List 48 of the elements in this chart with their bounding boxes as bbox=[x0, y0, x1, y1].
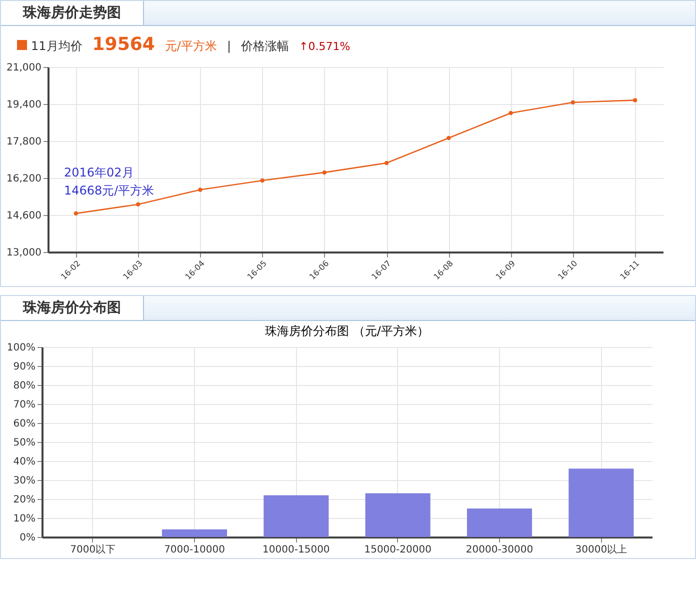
bar bbox=[264, 495, 329, 537]
y-tick-label: 80% bbox=[13, 380, 36, 392]
y-tick-label: 50% bbox=[13, 438, 36, 448]
point bbox=[384, 160, 389, 166]
point bbox=[632, 98, 638, 102]
y-tick-label: 14,600 bbox=[6, 210, 42, 222]
bar bbox=[466, 508, 532, 537]
text: 价格涨幅 bbox=[241, 39, 289, 53]
y-tick-label: 19,400 bbox=[6, 100, 42, 110]
y-tick-label: 30% bbox=[13, 476, 36, 486]
y-tick-label: 17,800 bbox=[6, 136, 42, 148]
bar bbox=[162, 529, 228, 537]
x-tick-label: 30000以上 bbox=[575, 544, 628, 556]
y-tick-label: 10% bbox=[13, 514, 36, 524]
y-tick-label: 0% bbox=[20, 532, 36, 544]
point bbox=[260, 178, 264, 183]
point bbox=[570, 100, 576, 104]
point bbox=[136, 202, 140, 206]
x-tick-label: 7000-10000 bbox=[164, 544, 225, 556]
text: | bbox=[226, 39, 231, 53]
point bbox=[322, 170, 327, 175]
text: 11月均价 bbox=[31, 39, 82, 53]
y-tick-label: 13,000 bbox=[6, 248, 42, 258]
chart-subtitle: 珠海房价分布图 （元/平方米） bbox=[265, 324, 429, 338]
y-tick-label: 40% bbox=[13, 456, 36, 468]
x-tick-label: 7000以下 bbox=[70, 544, 116, 556]
chart-title: 珠海房价分布图 bbox=[1, 296, 144, 320]
y-tick-label: 20% bbox=[13, 494, 36, 506]
y-tick-label: 90% bbox=[13, 362, 36, 372]
bar bbox=[568, 468, 634, 537]
x-tick-label: 20000-30000 bbox=[466, 544, 534, 556]
point bbox=[508, 110, 513, 116]
chart-title: 珠海房价走势图 bbox=[1, 1, 144, 25]
text: 元/平方米 bbox=[164, 39, 217, 53]
y-tick-label: 16,200 bbox=[6, 174, 42, 184]
bar bbox=[365, 493, 430, 537]
x-tick-label: 10000-15000 bbox=[262, 544, 330, 556]
point bbox=[74, 211, 78, 216]
x-tick-label: 15000-20000 bbox=[364, 544, 432, 556]
point bbox=[446, 136, 451, 140]
point bbox=[198, 188, 202, 192]
y-tick-label: 60% bbox=[13, 418, 36, 430]
y-tick-label: 100% bbox=[6, 342, 36, 354]
text: ↑0.571% bbox=[299, 40, 350, 53]
text: 19564 bbox=[92, 34, 155, 55]
y-tick-label: 21,000 bbox=[6, 62, 42, 74]
y-tick-label: 70% bbox=[13, 400, 36, 410]
annotation: 2016年02月 14668元/平方米 bbox=[64, 165, 154, 198]
